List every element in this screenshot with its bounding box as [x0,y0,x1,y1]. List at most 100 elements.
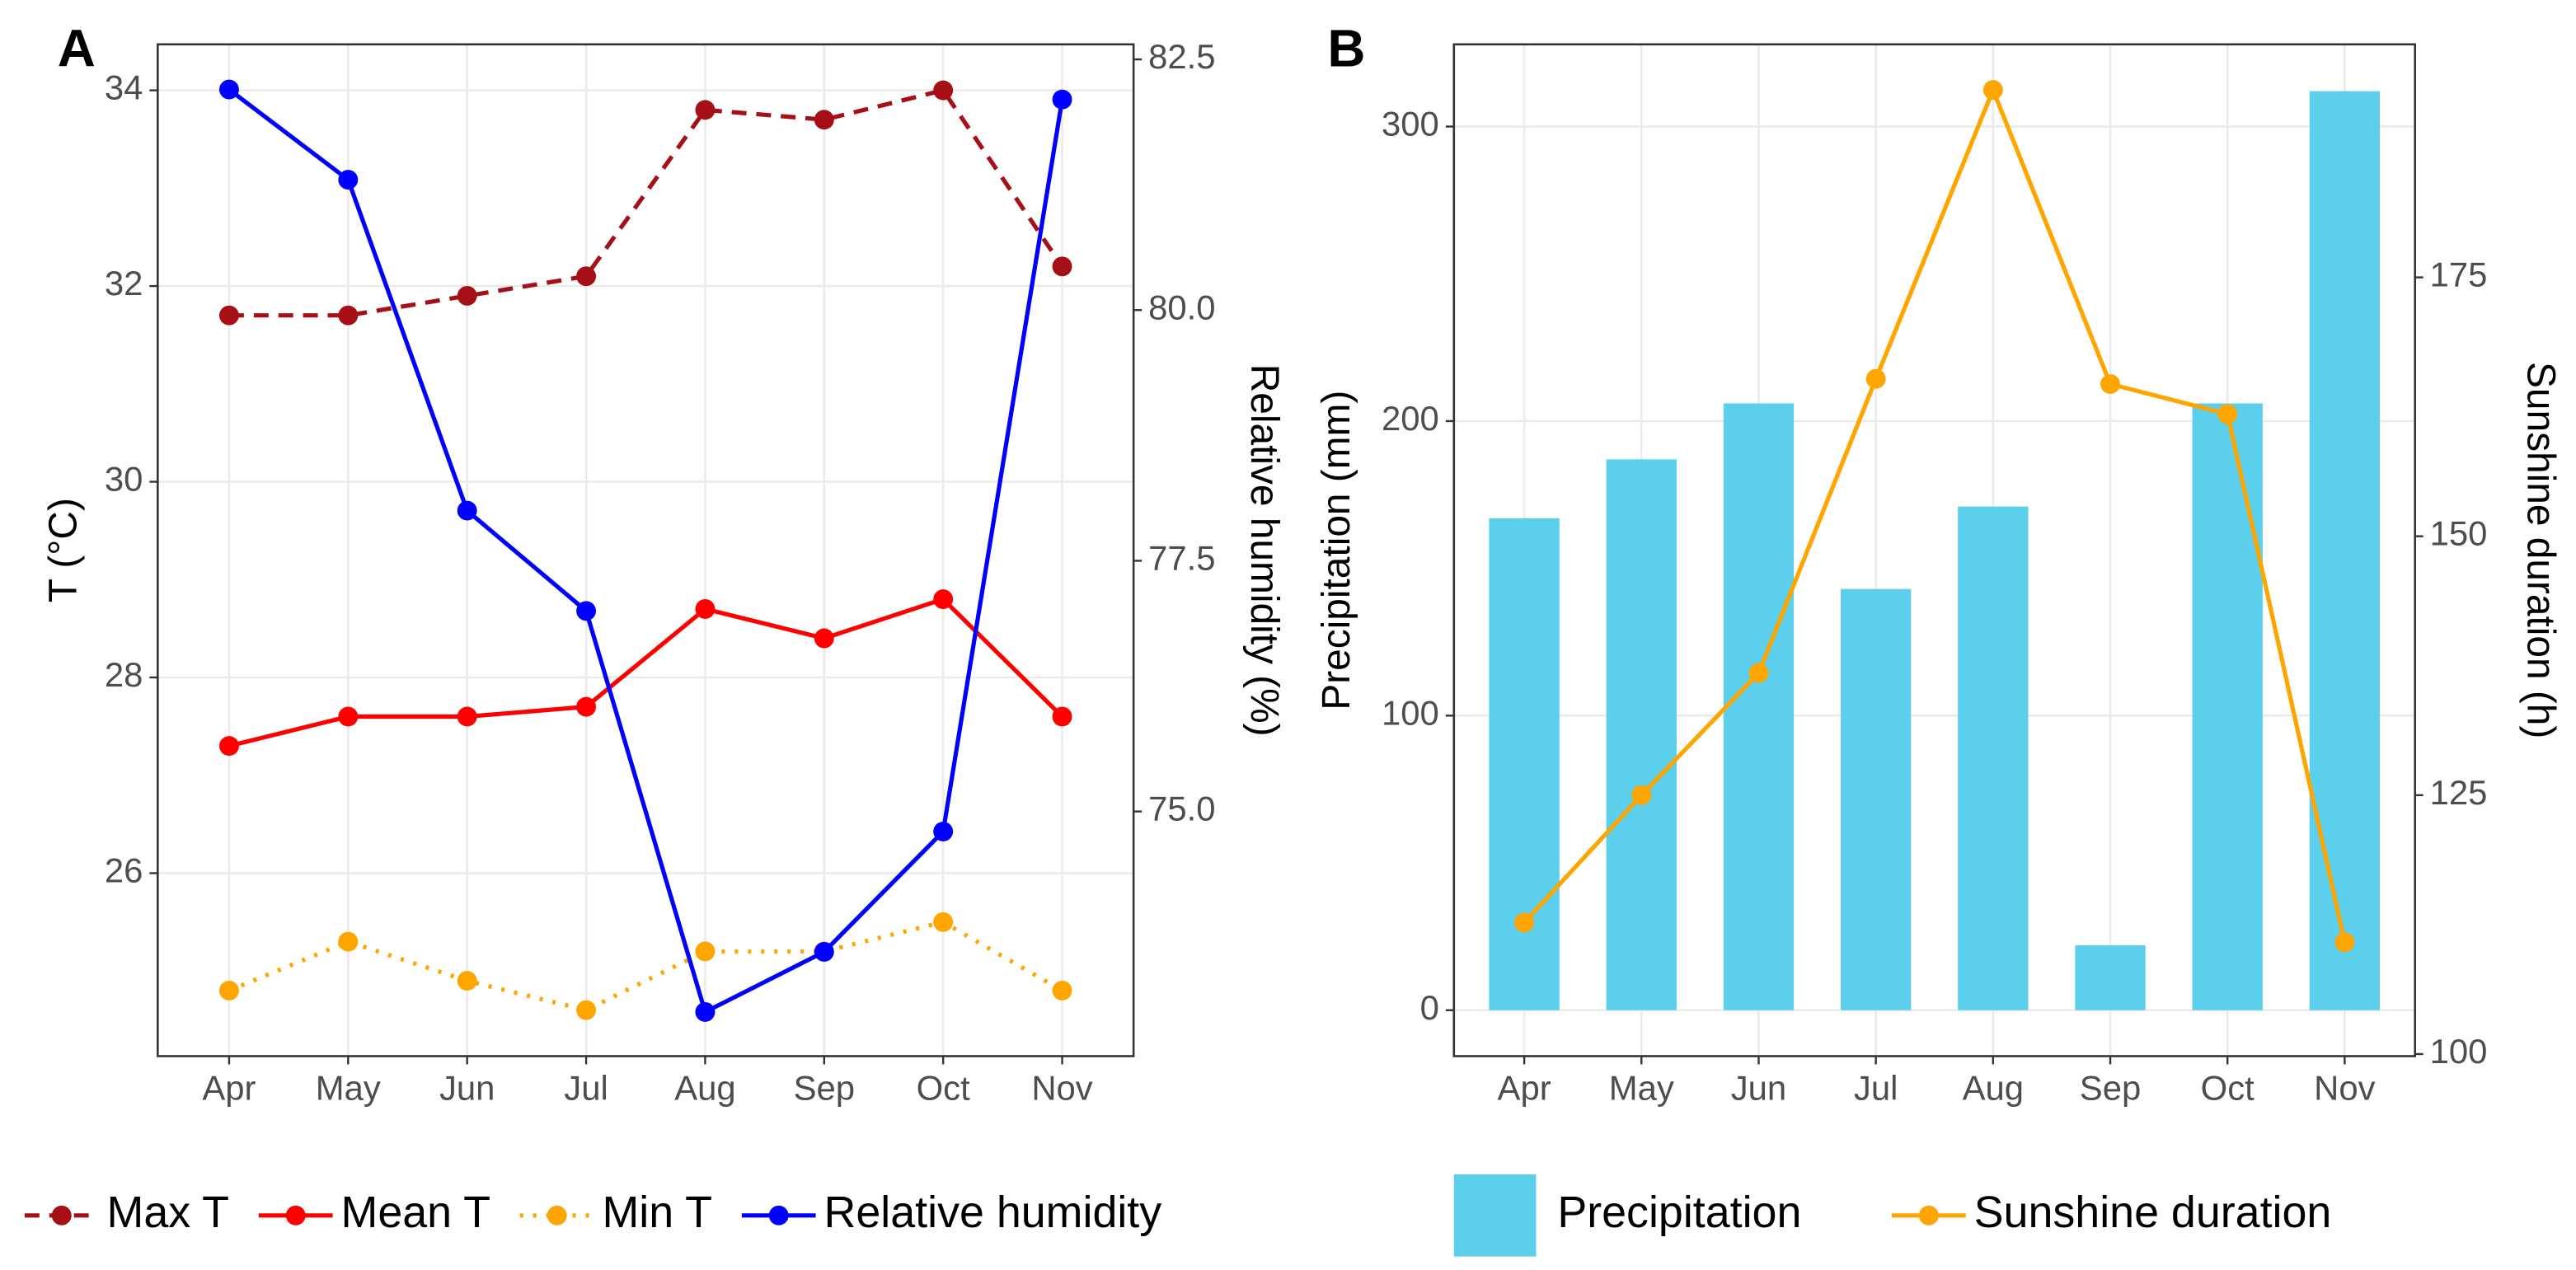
legend-label: Precipitation [1557,1188,1801,1237]
y2-axis-title: Sunshine duration (h) [2519,362,2563,738]
legend-swatch [768,1205,789,1225]
point [338,931,359,952]
point [457,971,477,991]
point [1052,706,1072,727]
x-tick-label: Jul [564,1068,608,1107]
y-axis-title: Precipitation (mm) [1315,391,1358,710]
x-tick-label: May [1609,1068,1674,1107]
point [933,80,954,101]
legend-swatch [1453,1174,1537,1257]
x-tick-label: Apr [1498,1068,1551,1107]
point [1865,368,1886,389]
point [1514,912,1535,933]
point [1631,785,1652,805]
x-tick-label: Nov [2314,1068,2375,1107]
point [814,110,834,130]
legend-label: Min T [602,1188,712,1237]
y2-tick-label: 150 [2430,514,2488,553]
legend-label: Relative humidity [824,1188,1162,1237]
point [2334,932,2355,953]
y-axis-title: T (°C) [41,498,85,602]
x-tick-label: Jun [439,1068,495,1107]
x-tick-label: Sep [2080,1068,2141,1107]
legend: Max T Mean T Min T Relative humidity [24,1188,1162,1237]
point [933,911,954,932]
bar [1958,506,2029,1010]
series-line [228,87,1065,1015]
x-tick-label: May [316,1068,381,1107]
point [457,500,477,521]
y2-tick-label: 75.0 [1148,790,1215,828]
y-tick-label: 30 [105,460,143,499]
point [576,1000,597,1020]
x-tick-label: Nov [1031,1068,1092,1107]
point [218,79,239,100]
x-tick-label: Jun [1731,1068,1786,1107]
x-tick-label: Jul [1854,1068,1898,1107]
y-tick-label: 32 [105,264,143,302]
plot-border [157,43,1135,1057]
point [1052,980,1072,1001]
point [814,942,834,962]
point [218,980,239,1001]
y2-axis-title: Relative humidity (%) [1242,364,1286,737]
y2-tick-label: 100 [2430,1032,2488,1071]
bar [1723,403,1795,1010]
point [338,305,359,326]
bar [2192,403,2263,1010]
point [457,706,477,727]
y2-tick-label: 125 [2430,773,2488,812]
legend-swatch [1918,1205,1939,1225]
y-tick-label: 26 [105,851,143,890]
bar [2309,91,2381,1010]
legend-label: Sunshine duration [1974,1188,2332,1237]
y2-tick-label: 82.5 [1148,37,1215,76]
point [1982,80,2003,101]
y2-tick-label: 77.5 [1148,539,1215,578]
point [2217,404,2238,424]
point [695,941,716,962]
bar [1489,518,1560,1010]
point [576,696,597,717]
x-tick-label: Aug [1963,1068,2024,1107]
legend-swatch [51,1205,72,1225]
point [695,100,716,120]
point [1748,663,1769,683]
y-tick-label: 28 [105,655,143,694]
point [814,628,834,649]
legend-swatch [547,1205,567,1225]
plot-border [1452,43,2416,1057]
x-tick-label: Aug [674,1068,735,1107]
point [695,1002,716,1022]
y-tick-label: 0 [1420,988,1439,1027]
point [1052,256,1072,277]
bar [1606,459,1677,1010]
panel-tag: B [1327,19,1365,78]
point [218,736,239,757]
point [218,305,239,326]
x-tick-label: Oct [2201,1068,2255,1107]
y-tick-label: 34 [105,68,143,107]
x-tick-label: Sep [794,1068,855,1107]
point [1052,89,1072,110]
point [695,598,716,619]
legend: Precipitation Sunshine duration [1453,1174,2332,1257]
legend-swatch [285,1205,306,1225]
y-tick-label: 100 [1382,693,1439,732]
series-line [228,87,1064,318]
point [933,821,954,841]
point [933,589,954,609]
point [2100,374,2120,394]
panel-tag: A [58,19,96,78]
series-line [1523,84,2347,943]
point [576,266,597,287]
point [457,286,477,306]
point [338,170,359,190]
panel: 0 100 200 300 100 125 150 175 Apr May Jun Jul Aug Sep… [1315,19,2563,1257]
y2-tick-label: 80.0 [1148,288,1215,326]
point [576,601,597,621]
legend-label: Max T [107,1188,229,1237]
x-tick-label: Apr [202,1068,256,1107]
